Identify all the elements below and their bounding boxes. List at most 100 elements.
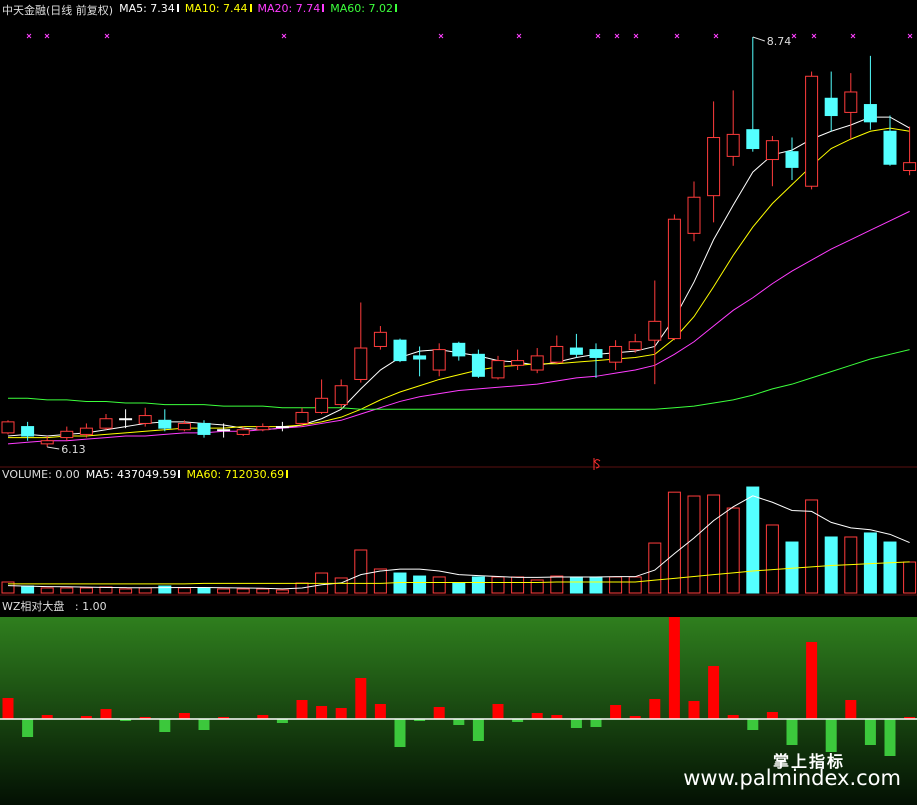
indicator-bar <box>414 719 426 721</box>
chart-title: 中天金融(日线 前复权) <box>2 4 114 17</box>
indicator-bar <box>453 719 465 725</box>
signal-mark <box>850 33 856 39</box>
signal-mark <box>674 33 680 39</box>
volume-bar <box>550 575 564 594</box>
signal-icon <box>593 458 601 470</box>
signal-mark <box>811 33 817 39</box>
candle-body <box>805 75 819 187</box>
volume-bar <box>491 576 505 594</box>
indicator-bar <box>884 719 896 756</box>
volume-bar <box>334 577 348 594</box>
volume-header: VOLUME: 0.00 MA5: 437049.59 MA60: 712030.… <box>2 468 289 481</box>
indicator-bar <box>257 715 269 719</box>
indicator-bar <box>786 719 798 745</box>
candle-body <box>393 339 407 362</box>
candle-body <box>256 426 270 431</box>
candle-body <box>726 133 740 157</box>
indicator-bar <box>727 715 739 719</box>
indicator-bar <box>22 719 34 737</box>
candle-body <box>530 355 544 371</box>
legend-swatch <box>249 4 252 12</box>
candle-body <box>315 397 329 413</box>
volume-bar <box>707 494 721 594</box>
candle-body <box>236 429 250 435</box>
indicator-bar <box>100 709 112 719</box>
indicator-bar <box>825 719 837 752</box>
volume-bar <box>667 491 681 594</box>
indicator-bar <box>629 716 641 719</box>
annotation-pointer <box>752 36 765 42</box>
candle-body <box>21 426 35 437</box>
signal-mark <box>633 33 639 39</box>
candle-body <box>785 151 799 168</box>
volume-bar <box>805 499 819 594</box>
indicator-bar <box>747 719 759 730</box>
volume-bar <box>354 549 368 594</box>
volume-bar <box>511 576 525 594</box>
indicator-bar <box>570 719 582 728</box>
candle-body <box>746 129 760 150</box>
indicator-bar <box>159 719 171 732</box>
indicator-bar <box>178 713 190 719</box>
volume-bar <box>158 585 172 594</box>
volume-bar <box>197 587 211 594</box>
volume-bar <box>119 588 133 594</box>
max-annotation: 8.74 <box>767 35 792 48</box>
volume-bar <box>569 576 583 594</box>
volume-bar <box>60 587 74 594</box>
signal-mark <box>907 33 913 39</box>
signal-mark <box>791 33 797 39</box>
indicator-bar <box>610 705 622 719</box>
indicator-bar <box>904 717 916 719</box>
volume-bar <box>452 582 466 594</box>
signal-mark <box>516 33 522 39</box>
candle-body <box>609 345 623 363</box>
indicator-bar <box>472 719 484 741</box>
indicator-bar <box>139 717 151 719</box>
volume-bar <box>79 587 93 594</box>
annotation-pointer <box>47 446 60 450</box>
volume-bar <box>138 587 152 594</box>
min-annotation: 6.13 <box>61 443 85 456</box>
indicator-background <box>0 617 917 805</box>
volume-bar <box>217 588 231 594</box>
candle-body <box>119 418 133 421</box>
indicator-bar <box>531 713 543 719</box>
indicator-header: WZ相对大盘 : 1.00 <box>2 598 107 614</box>
indicator-bar <box>806 642 818 719</box>
ma-line <box>8 349 910 410</box>
legend-entry: MA5: 437049.59 <box>86 468 181 481</box>
volume-bar <box>609 576 623 594</box>
indicator-bar <box>41 715 53 719</box>
indicator-bar <box>276 719 288 723</box>
legend-entry: MA20: 7.74 <box>258 2 325 18</box>
candle-body <box>40 440 54 445</box>
candle-body <box>138 415 152 424</box>
candle-body <box>628 341 642 351</box>
candle-body <box>589 349 603 358</box>
volume-bar <box>648 542 662 594</box>
volume-bar <box>413 575 427 594</box>
volume-bar <box>432 576 446 594</box>
indicator-bar <box>864 719 876 745</box>
signal-mark <box>44 33 50 39</box>
indicator-bar <box>296 700 308 719</box>
candle-body <box>197 422 211 435</box>
price-header: 中天金融(日线 前复权) MA5: 7.34 MA10: 7.44 MA20: 7.… <box>2 2 397 18</box>
ma-line <box>8 561 910 585</box>
candle-body <box>471 353 485 377</box>
legend-entry: MA60: 712030.69 <box>186 468 289 481</box>
indicator-bar <box>649 699 661 719</box>
candle-body <box>158 419 172 429</box>
signal-mark <box>281 33 287 39</box>
volume-bar <box>628 576 642 594</box>
volume-bar <box>530 579 544 594</box>
volume-bar <box>1 581 15 594</box>
candle-body <box>295 411 309 424</box>
legend-entry: MA60: 7.02 <box>330 2 397 18</box>
indicator-bar <box>433 707 445 719</box>
indicator-bar <box>120 719 132 721</box>
volume-bar <box>40 587 54 594</box>
